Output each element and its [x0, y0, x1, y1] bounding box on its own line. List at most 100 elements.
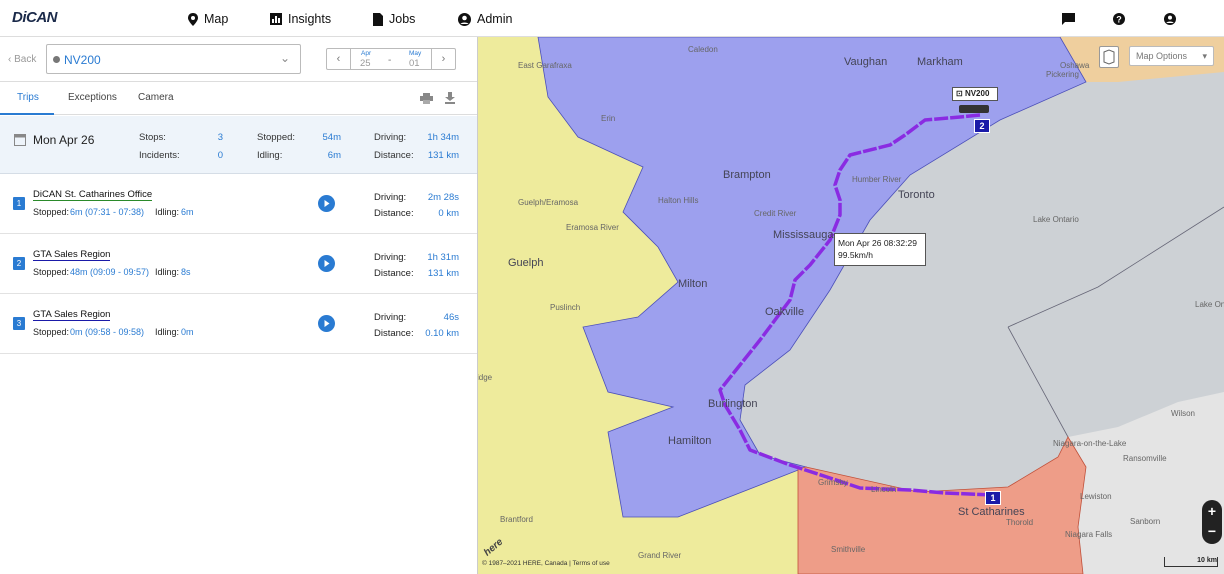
map-label: Brampton [723, 169, 771, 181]
label: Distance: [374, 328, 414, 339]
zoom-control: + − [1202, 500, 1222, 544]
map-label: Milton [678, 278, 708, 290]
map-label: Oshawa [1060, 61, 1090, 70]
value: 6m [327, 150, 341, 161]
tab[interactable]: Trips [17, 92, 39, 103]
value: 3 [217, 132, 223, 143]
map-label: Mississauga [773, 229, 834, 241]
label: Distance: [374, 150, 414, 161]
vehicle-label-text: NV200 [964, 89, 990, 98]
value: 54m [322, 132, 341, 143]
map-label: Lincoln [871, 485, 897, 494]
print-icon[interactable] [420, 93, 433, 104]
label: Driving: [374, 132, 407, 143]
map-label: Guelph [508, 257, 544, 269]
label: Stopped: [33, 267, 70, 277]
label: Incidents: [139, 150, 180, 161]
label: Idling: [155, 207, 180, 217]
tooltip-speed: 99.5km/h [838, 250, 873, 260]
nav-jobs[interactable]: Jobs [373, 12, 415, 26]
trip-place[interactable]: GTA Sales Region [33, 309, 111, 321]
nav-label: Jobs [389, 12, 416, 26]
label: Stopped: [33, 207, 70, 217]
label: Stopped: [33, 327, 70, 337]
date-sep: - [388, 55, 392, 66]
play-button[interactable] [318, 195, 335, 212]
value: 0 [217, 150, 223, 161]
nav-insights[interactable]: Insights [270, 12, 331, 26]
value: 0.10 km [425, 328, 459, 339]
attribution[interactable]: © 1987–2021 HERE, Canada | Terms of use [482, 560, 610, 567]
download-icon[interactable] [445, 92, 455, 104]
label: Distance: [374, 208, 414, 219]
map-label: Toronto [898, 189, 935, 201]
tabs: Trips Exceptions Camera [0, 81, 477, 115]
map-label: Lake Ontario [1195, 300, 1224, 309]
tab[interactable]: Camera [138, 92, 174, 103]
user-icon[interactable] [1164, 13, 1176, 25]
vehicle-label[interactable]: ⊡ NV200 [952, 87, 998, 101]
tooltip-time: Mon Apr 26 08:32:29 [838, 238, 917, 248]
layers-button[interactable] [1099, 46, 1119, 68]
trip-number: 3 [13, 317, 25, 330]
nav-admin[interactable]: Admin [458, 12, 512, 26]
vehicle-icon[interactable] [959, 105, 989, 113]
map-label: Ransomville [1123, 454, 1167, 463]
trip-row[interactable]: 1 DiCAN St. Catharines Office Stopped: 6m (… [0, 174, 477, 234]
date-range: ‹ Apr 25 - May 01 › [326, 48, 456, 70]
summary-date: Mon Apr 26 [33, 133, 95, 147]
play-button[interactable] [318, 255, 335, 272]
map-label: Niagara-on-the-Lake [1053, 439, 1127, 448]
map-label: Wilson [1171, 409, 1196, 418]
label: Idling: [155, 267, 180, 277]
value: 48m (09:09 - 09:57) [70, 267, 150, 277]
play-button[interactable] [318, 315, 335, 332]
nav-label: Admin [477, 12, 513, 26]
nav-label: Map [204, 12, 229, 26]
map[interactable]: Caledon Vaughan Markham Pickering Oshawa East… [478, 37, 1224, 574]
map-regions [478, 37, 1224, 574]
trip-place[interactable]: GTA Sales Region [33, 249, 111, 261]
trip-row[interactable]: 3 GTA Sales Region Stopped: 0m (09:58 - 09:… [0, 294, 477, 354]
nav-map[interactable]: Map [188, 12, 228, 26]
trip-place[interactable]: DiCAN St. Catharines Office [33, 189, 153, 201]
from-day: 25 [360, 58, 371, 69]
map-label: Halton Hills [658, 196, 699, 205]
vehicle-select[interactable]: NV200 ⌄ [46, 44, 301, 74]
zoom-out[interactable]: − [1207, 523, 1217, 539]
value: 6m (07:31 - 07:38) [70, 207, 145, 217]
to-day: 01 [409, 58, 420, 69]
nav-label: Insights [288, 12, 332, 26]
label: Idling: [257, 150, 283, 161]
back-button[interactable]: ‹ Back [8, 54, 37, 65]
chat-icon[interactable] [1062, 13, 1075, 25]
marker-end[interactable]: 2 [974, 119, 990, 133]
label: Driving: [374, 312, 407, 323]
tab[interactable]: Exceptions [68, 92, 117, 103]
scale-bar: 10 km [1164, 557, 1218, 567]
map-label: Guelph/Eramosa [518, 198, 579, 207]
zoom-in[interactable]: + [1207, 503, 1217, 519]
value: 1h 34m [427, 132, 459, 143]
map-label: Grand River [638, 551, 682, 560]
value: 2m 28s [427, 192, 459, 203]
prev-button[interactable]: ‹ [327, 49, 351, 69]
logo[interactable]: DiCAN [12, 9, 58, 26]
value: 6m [181, 207, 194, 217]
map-label: Niagara Falls [1065, 530, 1113, 539]
map-label: Oakville [765, 306, 805, 318]
map-label: Smithville [831, 545, 866, 554]
map-label: Erin [601, 114, 616, 123]
trip-row[interactable]: 2 GTA Sales Region Stopped: 48m (09:09 - 09… [0, 234, 477, 294]
value: 8s [181, 267, 191, 277]
next-button[interactable]: › [431, 49, 455, 69]
marker-start[interactable]: 1 [985, 491, 1001, 505]
map-options[interactable]: Map Options ▾ [1129, 46, 1214, 66]
value: 0 km [438, 208, 459, 219]
label: Driving: [374, 252, 407, 263]
day-summary: Mon Apr 26 Stops: 3 Incidents: 0 Stopped… [0, 116, 477, 174]
map-label: Brantford [500, 515, 533, 524]
help-icon[interactable]: ? [1113, 13, 1125, 25]
map-label: Puslinch [550, 303, 581, 312]
